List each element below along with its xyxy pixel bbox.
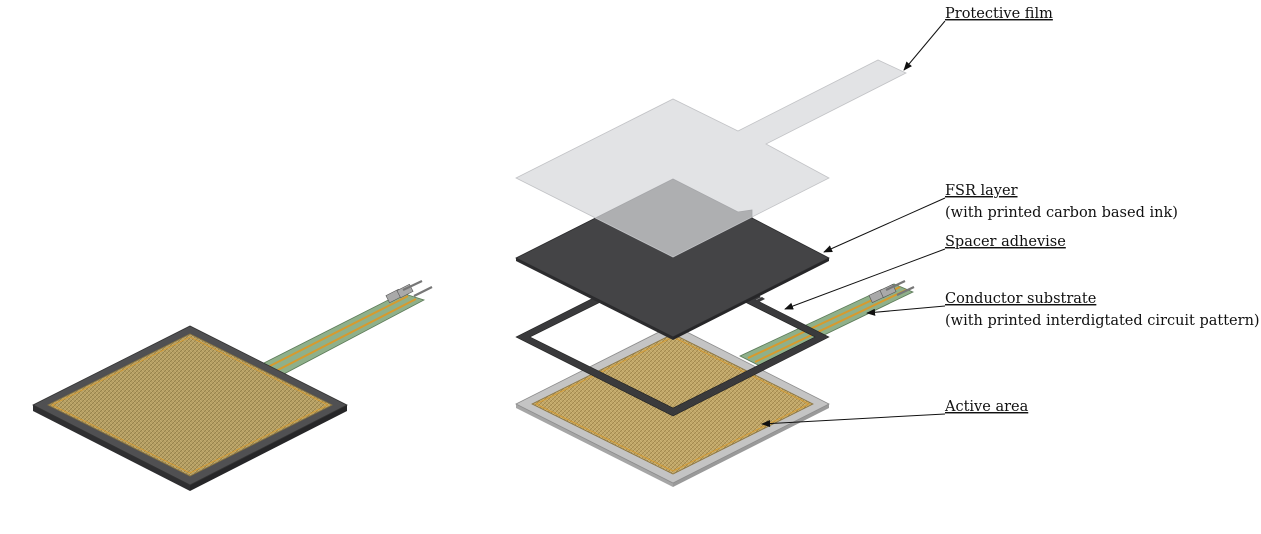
label-conductor-substrate: Conductor substrate <box>945 291 1096 307</box>
leader-spacer-adhesive <box>784 248 946 310</box>
leader-conductor-substrate <box>866 305 946 316</box>
labels: Protective film FSR layer (with printed … <box>944 6 1260 415</box>
assembled-active-border <box>51 336 329 474</box>
fsr-layer-side <box>516 258 673 340</box>
label-fsr-layer-note: (with printed carbon based ink) <box>945 205 1178 221</box>
label-protective-film: Protective film <box>945 6 1053 22</box>
label-active-area: Active area <box>944 399 1029 415</box>
substrate-tail-trace <box>754 289 907 363</box>
leader-fsr-layer <box>823 197 946 253</box>
assembled-body-side <box>190 405 347 491</box>
assembled-tail-trace <box>273 298 417 373</box>
film-body <box>515 59 907 258</box>
label-spacer-adhesive: Spacer adhevise <box>945 234 1066 250</box>
leader-active-area <box>761 413 946 428</box>
fsr-layer <box>515 178 830 340</box>
substrate-tail <box>739 283 914 367</box>
conductor-substrate <box>515 280 915 487</box>
substrate-side <box>673 404 829 487</box>
label-fsr-layer: FSR layer <box>945 183 1018 199</box>
assembled-body-side <box>33 405 190 491</box>
substrate-side <box>516 404 673 487</box>
leader-lines <box>761 20 946 428</box>
fsr-layer-side <box>673 258 829 340</box>
substrate-connector <box>868 280 915 303</box>
spacer-tab <box>752 297 765 304</box>
label-conductor-substrate-note: (with printed interdigtated circuit patt… <box>945 313 1260 329</box>
assembled-sensor <box>32 280 433 491</box>
protective-film <box>515 59 907 258</box>
assembled-connector <box>385 280 433 304</box>
leader-protective-film <box>903 20 946 71</box>
assembled-tail <box>257 292 426 376</box>
spacer-tab-edge <box>751 294 761 302</box>
assembled-active-area <box>47 333 333 477</box>
active-area-border <box>535 336 810 472</box>
active-area <box>531 333 814 475</box>
assembled-tail-trace <box>265 295 409 369</box>
